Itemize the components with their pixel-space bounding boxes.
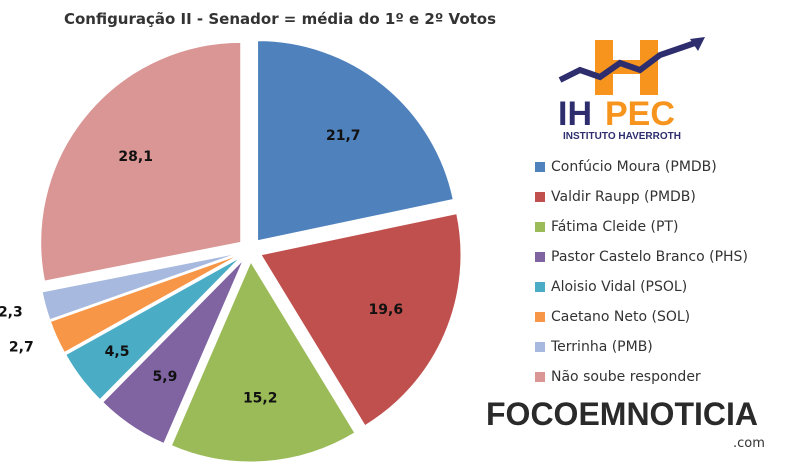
svg-text:IH: IH bbox=[558, 95, 592, 133]
legend: Confúcio Moura (PMDB) Valdir Raupp (PMDB)… bbox=[535, 152, 748, 392]
legend-label: Pastor Castelo Branco (PHS) bbox=[551, 249, 748, 265]
legend-item: Aloisio Vidal (PSOL) bbox=[535, 272, 748, 302]
pie-slice bbox=[49, 254, 240, 354]
legend-item: Fátima Cleide (PT) bbox=[535, 212, 748, 242]
pie-chart: 21,7 19,6 15,2 5,9 4,5 2,7 2,3 28,1 bbox=[0, 40, 462, 463]
legend-label: Aloisio Vidal (PSOL) bbox=[551, 279, 688, 295]
legend-swatch bbox=[535, 312, 545, 322]
data-label: 2,7 bbox=[9, 339, 34, 355]
legend-label: Fátima Cleide (PT) bbox=[551, 219, 679, 235]
data-label: 2,3 bbox=[0, 305, 23, 321]
legend-label: Caetano Neto (SOL) bbox=[551, 309, 691, 325]
svg-text:PEC: PEC bbox=[605, 95, 675, 133]
legend-label: Valdir Raupp (PMDB) bbox=[551, 189, 696, 205]
data-label: 28,1 bbox=[118, 149, 153, 165]
legend-swatch bbox=[535, 282, 545, 292]
pie-slice bbox=[65, 256, 241, 401]
legend-swatch bbox=[535, 192, 545, 202]
data-label: 5,9 bbox=[153, 369, 178, 385]
legend-label: Terrinha (PMB) bbox=[551, 339, 653, 355]
data-label: 19,6 bbox=[369, 302, 404, 318]
legend-item: Não soube responder bbox=[535, 362, 748, 392]
watermark: FOCOEMNOTICIA bbox=[486, 396, 758, 432]
pie-slice bbox=[102, 259, 244, 445]
legend-swatch bbox=[535, 222, 545, 232]
legend-item: Caetano Neto (SOL) bbox=[535, 302, 748, 332]
pie-slice bbox=[170, 260, 356, 463]
legend-item: Terrinha (PMB) bbox=[535, 332, 748, 362]
legend-item: Confúcio Moura (PMDB) bbox=[535, 152, 748, 182]
legend-swatch bbox=[535, 342, 545, 352]
legend-swatch bbox=[535, 252, 545, 262]
legend-swatch bbox=[535, 162, 545, 172]
pie-slice bbox=[260, 213, 462, 427]
legend-item: Pastor Castelo Branco (PHS) bbox=[535, 242, 748, 272]
legend-label: Confúcio Moura (PMDB) bbox=[551, 159, 717, 175]
watermark-suffix: .com bbox=[733, 436, 765, 451]
logo-subtitle: INSTITUTO HAVERROTH bbox=[563, 131, 681, 142]
legend-label: Não soube responder bbox=[551, 369, 701, 385]
data-label: 15,2 bbox=[243, 391, 278, 407]
pie-slice bbox=[41, 252, 239, 321]
pie-slice bbox=[40, 41, 242, 282]
legend-swatch bbox=[535, 372, 545, 382]
pie-slice bbox=[257, 40, 454, 242]
legend-item: Valdir Raupp (PMDB) bbox=[535, 182, 748, 212]
data-label: 21,7 bbox=[326, 128, 361, 144]
ihpec-logo: IH PEC INSTITUTO HAVERROTH bbox=[558, 37, 705, 142]
chart-title: Configuração II - Senador = média do 1º … bbox=[63, 10, 497, 28]
data-label: 4,5 bbox=[105, 344, 130, 360]
